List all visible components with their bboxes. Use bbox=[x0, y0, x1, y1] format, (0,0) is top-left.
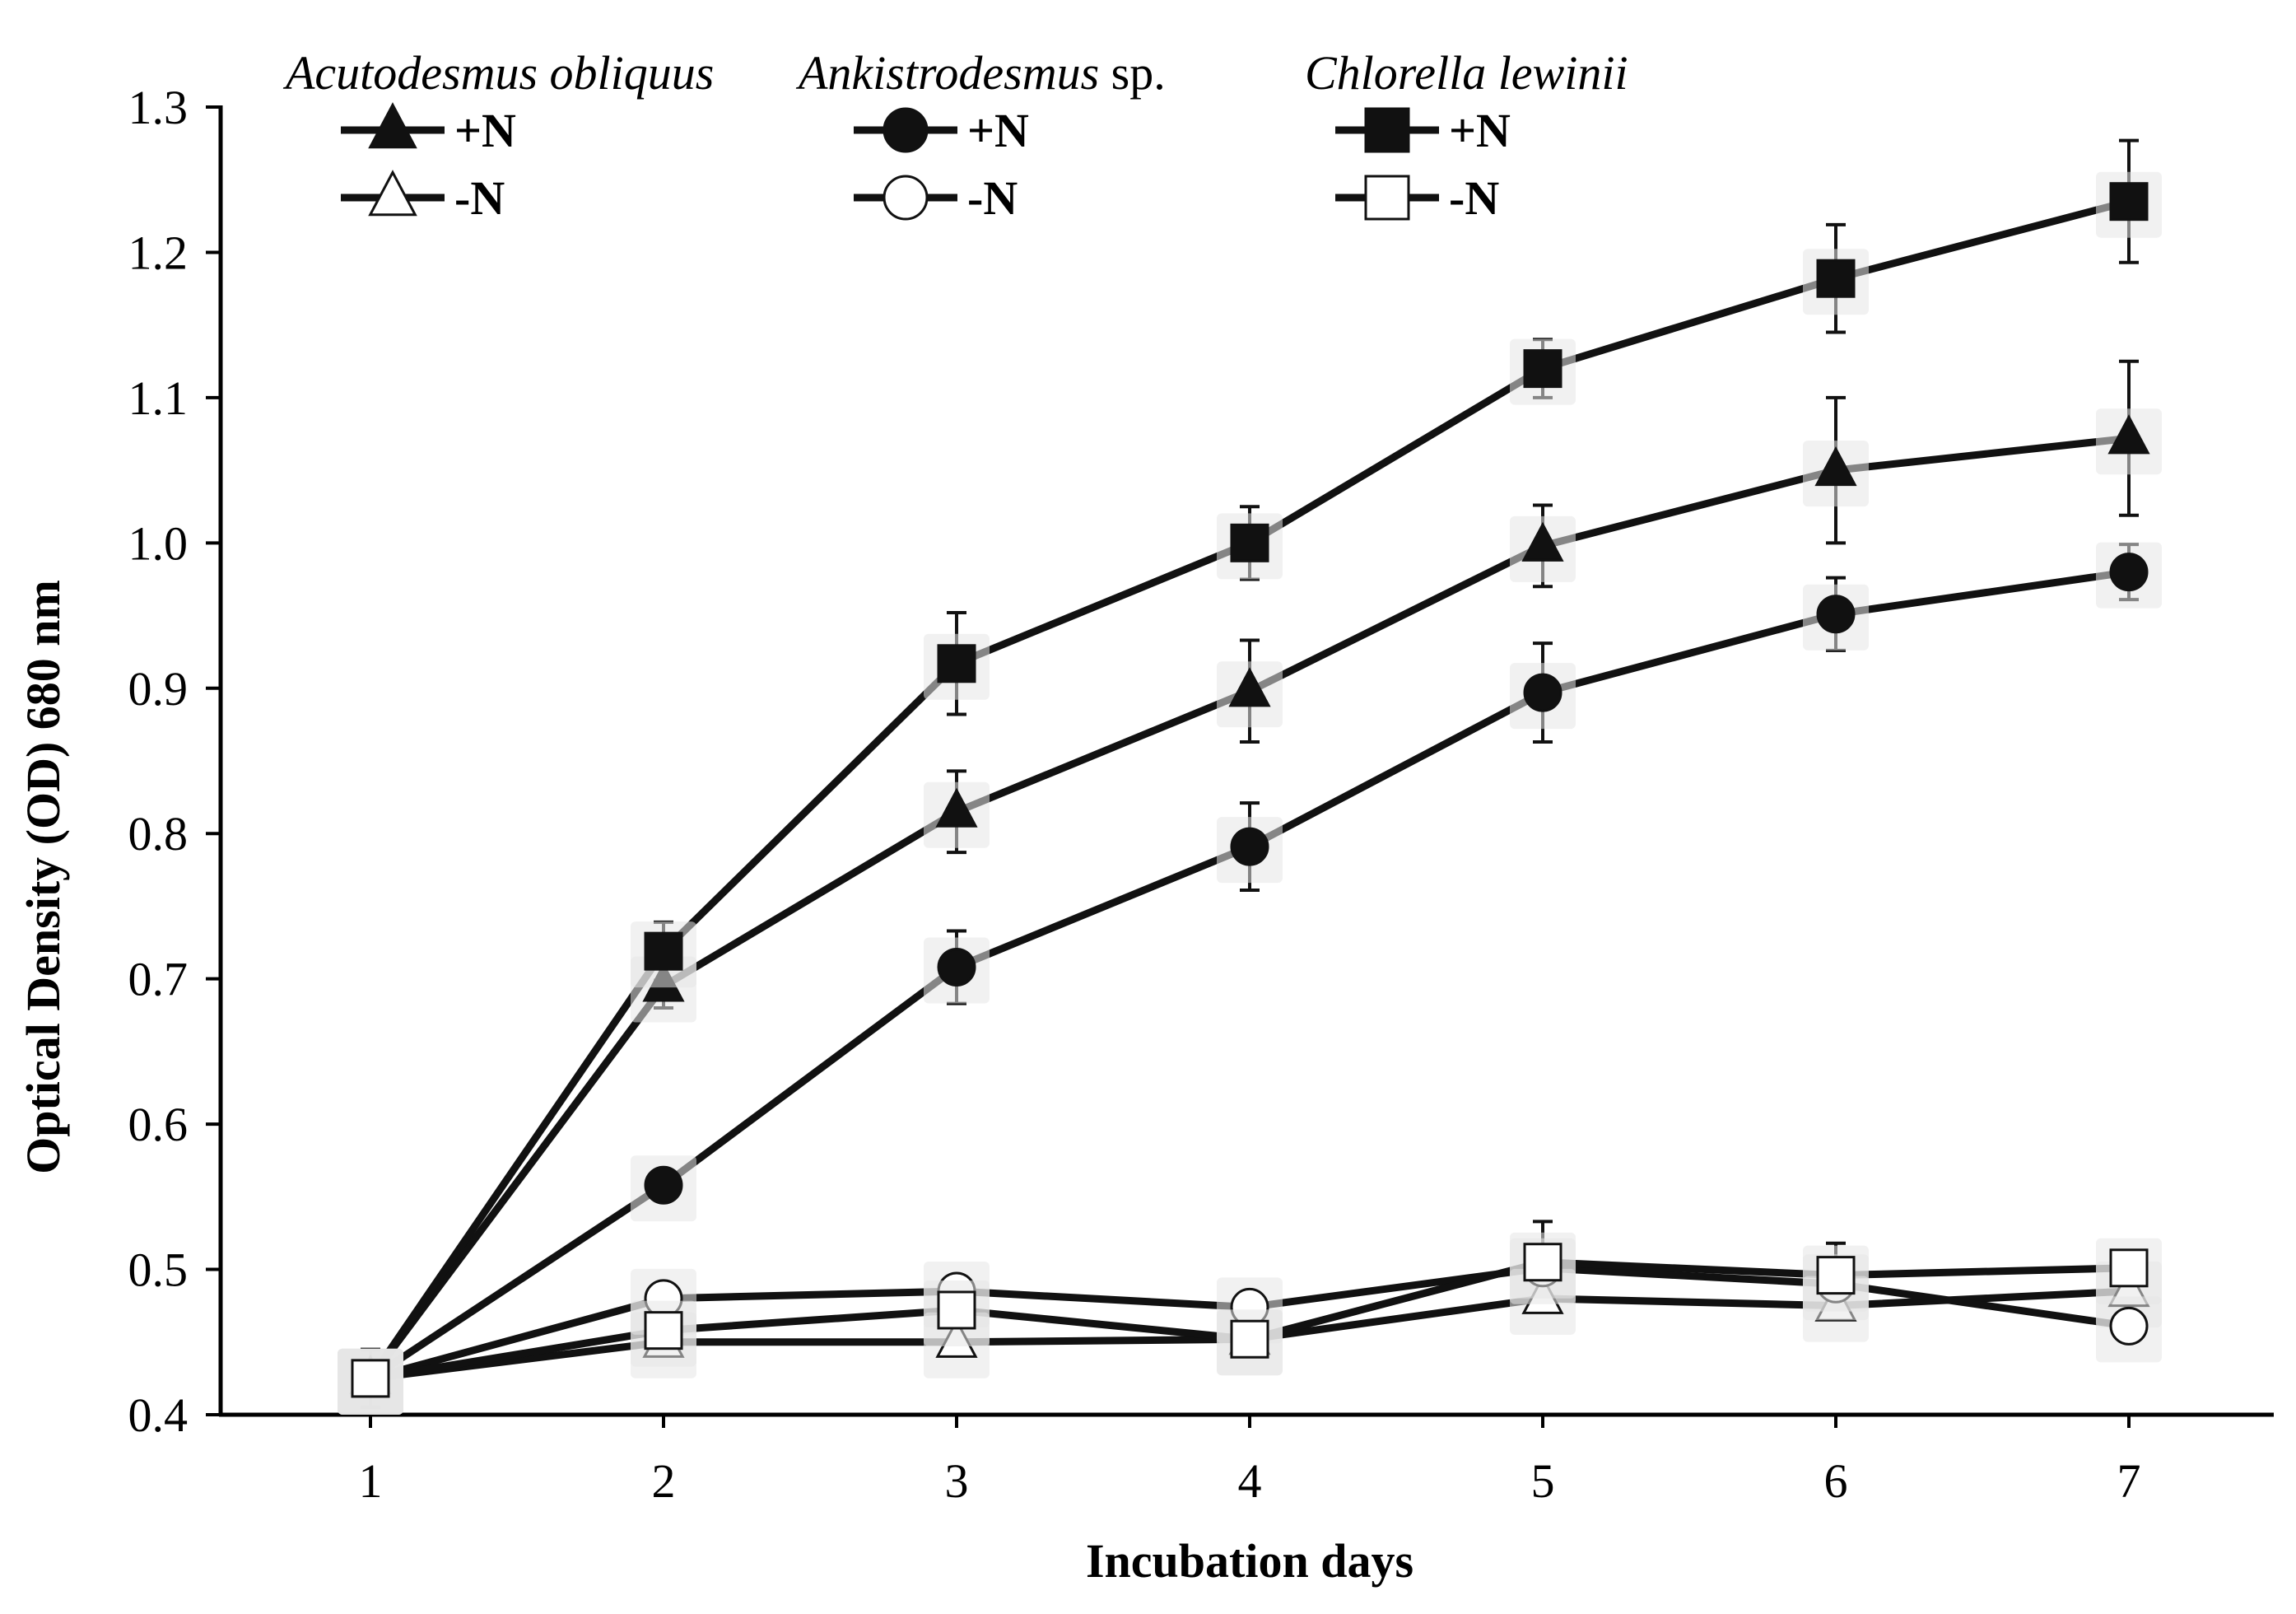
data-point-square-open bbox=[1230, 1319, 1269, 1359]
y-tick-label: 0.6 bbox=[128, 1098, 189, 1151]
data-point-circle-filled bbox=[1523, 673, 1562, 712]
data-point-triangle-filled bbox=[935, 787, 978, 828]
y-tick-label: 0.9 bbox=[128, 662, 189, 716]
legend-label-minus-n: -N bbox=[1449, 171, 1499, 225]
legend-marker-triangle-open bbox=[368, 170, 417, 217]
y-tick-label: 0.4 bbox=[128, 1388, 189, 1442]
y-tick-label: 0.5 bbox=[128, 1243, 189, 1297]
legend-label-plus-n: +N bbox=[1449, 104, 1511, 157]
legend-marker-triangle-filled bbox=[368, 102, 417, 149]
data-point-square-filled bbox=[1230, 523, 1269, 562]
y-tick-label: 1.1 bbox=[128, 371, 189, 425]
legend-marker-circle-filled bbox=[883, 107, 929, 153]
x-tick-label: 4 bbox=[1238, 1454, 1262, 1508]
data-point-circle-filled bbox=[1230, 827, 1269, 866]
data-point-square-open bbox=[1816, 1256, 1856, 1295]
x-tick-label: 6 bbox=[1824, 1454, 1848, 1508]
x-tick-label: 7 bbox=[2117, 1454, 2141, 1508]
data-point-square-filled bbox=[1523, 349, 1562, 389]
data-point-triangle-filled bbox=[1521, 521, 1564, 562]
data-point-triangle-filled bbox=[1228, 667, 1271, 707]
legend-species-name: Acutodesmus obliquus bbox=[282, 46, 714, 100]
legend-marker-square-filled bbox=[1364, 107, 1410, 153]
data-point-circle-filled bbox=[644, 1165, 683, 1205]
data-point-square-open bbox=[1523, 1243, 1562, 1282]
x-tick-label: 5 bbox=[1531, 1454, 1555, 1508]
legend-marker-square-open bbox=[1364, 175, 1410, 221]
data-point-square-filled bbox=[1816, 259, 1856, 298]
x-axis-title: Incubation days bbox=[1086, 1534, 1413, 1588]
legend-label-plus-n: +N bbox=[967, 104, 1029, 157]
error-bars bbox=[361, 138, 2139, 1410]
legend-group-header: Acutodesmus obliquus bbox=[282, 46, 714, 100]
legend-group-header: Ankistrodesmus sp. bbox=[795, 46, 1166, 100]
x-tick-label: 3 bbox=[945, 1454, 969, 1508]
x-tick-label: 1 bbox=[359, 1454, 383, 1508]
plot-series bbox=[338, 138, 2162, 1415]
data-point-circle-open bbox=[2109, 1306, 2149, 1346]
legend-species-name: Ankistrodesmus bbox=[795, 46, 1099, 100]
data-point-circle-filled bbox=[2109, 553, 2149, 592]
y-tick-label: 0.7 bbox=[128, 953, 189, 1006]
legend-label-minus-n: -N bbox=[454, 171, 505, 225]
series-markers bbox=[338, 171, 2162, 1415]
data-point-square-open bbox=[2109, 1248, 2149, 1288]
legend-group-header: Chlorella lewinii bbox=[1305, 46, 1628, 100]
y-tick-label: 0.8 bbox=[128, 807, 189, 861]
data-point-square-open bbox=[351, 1359, 390, 1398]
y-axis: 0.4 0.5 0.6 0.7 0.8 0.9 1.0 1.1 1.2 1.3 bbox=[128, 81, 223, 1442]
x-axis: 1 2 3 4 5 6 7 bbox=[219, 1412, 2274, 1508]
y-tick-label: 1.2 bbox=[128, 226, 189, 279]
legend-label-plus-n: +N bbox=[454, 104, 516, 157]
y-tick-label: 1.3 bbox=[128, 81, 189, 134]
y-tick-label: 1.0 bbox=[128, 516, 189, 570]
legend-species-suffix: sp. bbox=[1099, 46, 1166, 100]
data-point-triangle-filled bbox=[1814, 445, 1857, 487]
data-point-square-filled bbox=[937, 644, 976, 683]
legend-label-minus-n: -N bbox=[967, 171, 1018, 225]
x-tick-label: 2 bbox=[652, 1454, 676, 1508]
data-point-square-open bbox=[937, 1290, 976, 1330]
data-point-triangle-filled bbox=[2107, 414, 2150, 455]
data-point-square-filled bbox=[644, 931, 683, 971]
y-axis-title: Optical Density (OD) 680 nm bbox=[16, 580, 70, 1174]
data-point-circle-filled bbox=[1816, 595, 1856, 634]
data-point-square-open bbox=[644, 1311, 683, 1350]
legend-species-name: Chlorella lewinii bbox=[1305, 46, 1628, 100]
data-point-circle-filled bbox=[937, 948, 976, 987]
legend-marker-circle-open bbox=[883, 175, 929, 221]
data-point-square-filled bbox=[2109, 182, 2149, 222]
